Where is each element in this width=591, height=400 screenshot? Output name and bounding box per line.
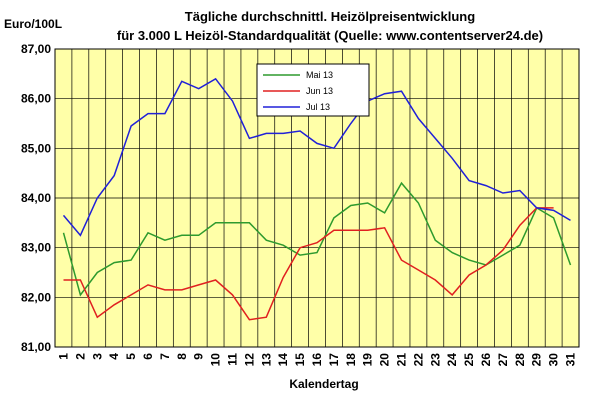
x-tick-label: 2 (73, 353, 87, 360)
x-axis-label: Kalendertag (289, 377, 358, 391)
x-tick-label: 28 (513, 353, 527, 367)
x-tick-label: 5 (124, 353, 138, 360)
y-tick-label: 83,00 (21, 241, 51, 255)
y-tick-label: 85,00 (21, 141, 51, 155)
x-tick-label: 19 (361, 353, 375, 367)
x-tick-label: 21 (395, 353, 409, 367)
x-tick-label: 14 (276, 353, 290, 367)
x-tick-label: 25 (462, 353, 476, 367)
series-lines (62, 77, 572, 321)
x-tick-label: 16 (310, 353, 324, 367)
y-tick-label: 87,00 (21, 42, 51, 56)
x-tick-label: 9 (192, 353, 206, 360)
series-line (63, 207, 554, 321)
x-tick-label: 10 (209, 353, 223, 367)
x-tick-label: 13 (259, 353, 273, 367)
chart-subtitle: für 3.000 L Heizöl-Standardqualität (Que… (117, 28, 543, 43)
x-tick-label: 17 (327, 353, 341, 367)
y-tick-label: 84,00 (21, 191, 51, 205)
series-line (62, 77, 571, 237)
x-tick-label: 26 (479, 353, 493, 367)
x-tick-label: 15 (293, 353, 307, 367)
x-tick-label: 30 (547, 353, 561, 367)
x-tick-label: 27 (496, 353, 510, 367)
x-tick-label: 20 (378, 353, 392, 367)
x-tick-label: 7 (158, 353, 172, 360)
y-tick-label: 81,00 (21, 340, 51, 354)
x-tick-label: 1 (56, 353, 70, 360)
legend-label: Jul 13 (306, 102, 330, 112)
x-tick-label: 6 (141, 353, 155, 360)
y-axis-label: Euro/100L (4, 17, 62, 31)
x-tick-label: 23 (428, 353, 442, 367)
x-tick-label: 18 (344, 353, 358, 367)
chart-title: Tägliche durchschnittl. Heizölpreisentwi… (185, 9, 475, 24)
y-tick-labels: 81,00 82,00 83,00 84,00 85,00 86,00 87,00 (21, 42, 51, 354)
legend: Mai 13 Jun 13 Jul 13 (256, 63, 370, 117)
legend-label: Mai 13 (306, 70, 333, 80)
x-tick-label: 29 (530, 353, 544, 367)
x-tick-label: 11 (225, 353, 239, 366)
x-tick-label: 31 (564, 353, 578, 367)
legend-items: Mai 13 Jun 13 Jul 13 (263, 70, 333, 112)
x-tick-label: 8 (175, 353, 189, 360)
x-tick-label: 22 (411, 353, 425, 367)
x-tick-label: 12 (242, 353, 256, 367)
x-tick-label: 24 (445, 353, 459, 367)
x-tick-label: 4 (107, 353, 121, 360)
y-tick-label: 86,00 (21, 92, 51, 106)
legend-label: Jun 13 (306, 86, 333, 96)
x-tick-labels: 1 2 3 4 5 6 7 8 9 10 11 12 13 14 15 16 17 18 19 20 21 22 23 24 2… (56, 353, 577, 367)
y-tick-label: 82,00 (21, 290, 51, 304)
x-tick-label: 3 (90, 353, 104, 360)
